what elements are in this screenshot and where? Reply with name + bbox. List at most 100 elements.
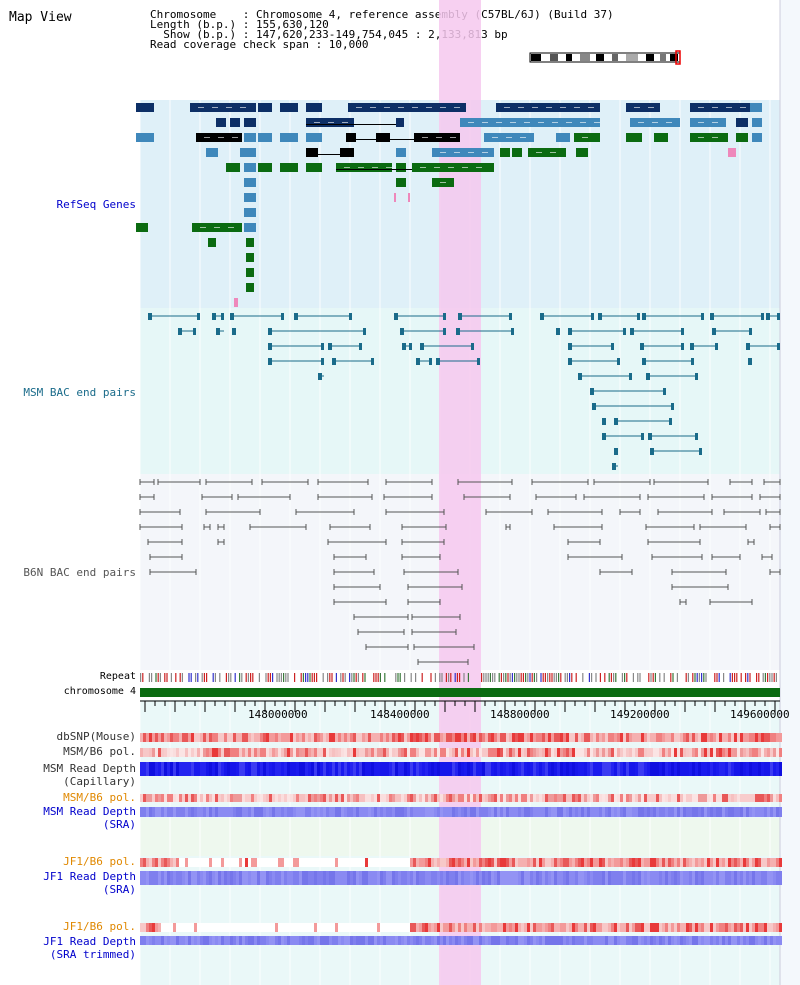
heat-cell [656, 733, 659, 742]
heat-cell [185, 807, 188, 817]
heat-cell [677, 807, 680, 817]
heat-cell [317, 794, 320, 802]
heat-cell [323, 923, 326, 932]
heat-cell [500, 807, 503, 817]
heat-cell [764, 807, 767, 817]
heat-cell [638, 748, 641, 757]
heat-cell [566, 936, 569, 945]
heat-cell [698, 858, 701, 867]
heat-cell [422, 733, 425, 742]
heat-cell [551, 748, 554, 757]
gene-block [136, 133, 154, 142]
heat-cell [662, 807, 665, 817]
heat-cell [521, 871, 524, 885]
gene-block [244, 178, 256, 187]
heat-cell [473, 762, 476, 776]
heat-cell [650, 794, 653, 802]
heat-cell [143, 748, 146, 757]
highlight-region[interactable] [439, 0, 481, 985]
bac-end [646, 373, 650, 380]
heat-cell [380, 748, 383, 757]
heat-cell [383, 923, 386, 932]
heat-cell [659, 923, 662, 932]
heat-cell [509, 733, 512, 742]
heat-cell [449, 807, 452, 817]
heat-cell [500, 923, 503, 932]
heat-cell [761, 762, 764, 776]
heat-cell [665, 733, 668, 742]
heat-cell [329, 762, 332, 776]
heat-cell [230, 871, 233, 885]
refseq-genes[interactable] [136, 103, 762, 307]
heat-cell [302, 936, 305, 945]
repeat-mark [626, 673, 628, 682]
heat-cell [755, 807, 758, 817]
heat-cell [539, 936, 542, 945]
heat-cell [341, 794, 344, 802]
heat-cell [182, 858, 185, 867]
heat-cell [602, 807, 605, 817]
heat-cell [422, 748, 425, 757]
heat-cell [440, 733, 443, 742]
heat-cell [524, 871, 527, 885]
heat-cell [671, 923, 674, 932]
heat-cell [278, 748, 281, 757]
heat-cell [422, 794, 425, 802]
heat-cell [518, 871, 521, 885]
heat-cell [698, 923, 701, 932]
heat-cell [551, 762, 554, 776]
heat-cell [443, 748, 446, 757]
heat-cell [182, 923, 185, 932]
chromosome-bar[interactable] [140, 688, 780, 697]
heat-cell [254, 748, 257, 757]
heat-cell [518, 936, 521, 945]
heat-cell [560, 733, 563, 742]
heat-cell [332, 807, 335, 817]
heat-cell [191, 858, 194, 867]
heat-cell [632, 871, 635, 885]
heat-cell [383, 733, 386, 742]
heat-cell [233, 748, 236, 757]
heat-cell [668, 762, 671, 776]
heat-cell [452, 807, 455, 817]
heat-cell [236, 794, 239, 802]
heat-cell [167, 794, 170, 802]
heat-cell [323, 748, 326, 757]
heat-cell [650, 748, 653, 757]
right-scrollbar[interactable] [780, 0, 800, 985]
heat-cell [773, 748, 776, 757]
heat-cell [752, 923, 755, 932]
repeat-mark [769, 673, 771, 682]
bac-end [691, 358, 694, 365]
heat-cell [338, 807, 341, 817]
gene-block [346, 133, 356, 142]
msm-bac-pairs[interactable] [148, 313, 780, 470]
heat-cell [641, 733, 644, 742]
heat-cell [155, 936, 158, 945]
heat-cell [362, 871, 365, 885]
b6n-bac-pairs[interactable] [139, 479, 781, 665]
heat-cell [257, 733, 260, 742]
heat-cell [617, 748, 620, 757]
heat-cell [536, 762, 539, 776]
bac-end [349, 313, 352, 320]
heat-cell [257, 748, 260, 757]
heat-cell [494, 858, 497, 867]
heat-cell [179, 807, 182, 817]
heat-cell [737, 807, 740, 817]
heat-cell [602, 858, 605, 867]
chromosome-ideogram[interactable] [529, 50, 681, 65]
heat-cell [470, 733, 473, 742]
heat-cell [167, 762, 170, 776]
repeat-track[interactable] [140, 673, 777, 682]
heat-cell [695, 936, 698, 945]
repeat-mark [525, 673, 527, 682]
gene-block [736, 118, 748, 127]
heat-cell [551, 858, 554, 867]
heat-tracks[interactable] [140, 733, 782, 945]
heat-cell [593, 936, 596, 945]
heat-cell [314, 923, 317, 932]
heat-cell [584, 748, 587, 757]
heat-cell [524, 762, 527, 776]
